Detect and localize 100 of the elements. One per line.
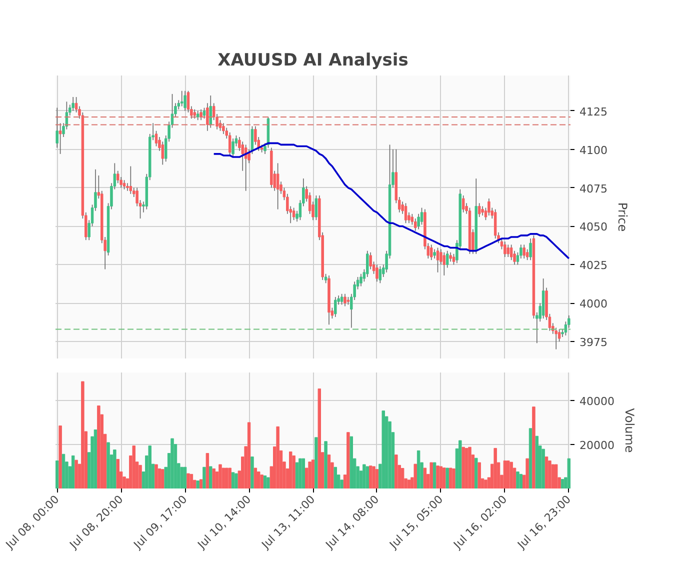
- bar: [199, 479, 203, 488]
- chart-title: XAUUSD AI Analysis: [218, 50, 408, 70]
- y-tick-label: 4100: [580, 144, 608, 157]
- bar: [170, 438, 174, 488]
- bar: [148, 446, 152, 488]
- bar: [289, 451, 292, 488]
- bar: [432, 462, 436, 488]
- bar: [254, 468, 258, 488]
- bar: [302, 458, 306, 488]
- bar: [516, 472, 520, 488]
- bar: [161, 469, 164, 488]
- bar: [478, 462, 481, 488]
- bar: [58, 426, 62, 488]
- bar: [400, 468, 404, 488]
- bar: [138, 464, 142, 488]
- candlestick: [276, 162, 280, 210]
- bar: [519, 474, 523, 488]
- candlestick: [488, 198, 490, 216]
- bar: [442, 468, 446, 488]
- bar: [81, 381, 84, 488]
- candlestick: [344, 294, 346, 307]
- candlestick: [202, 107, 206, 119]
- y-tick-label: 4050: [580, 220, 608, 234]
- bar: [535, 436, 539, 488]
- candlestick: [510, 244, 513, 260]
- candlestick: [360, 274, 362, 287]
- candlestick: [522, 244, 526, 259]
- y-tick-label: 40000: [580, 394, 614, 408]
- bar: [225, 468, 228, 488]
- bar: [62, 454, 66, 488]
- candlestick: [206, 102, 209, 132]
- bar: [346, 432, 350, 488]
- bar: [554, 464, 558, 488]
- bar: [106, 442, 110, 488]
- bar: [298, 458, 302, 488]
- bar: [212, 468, 216, 488]
- bar: [560, 479, 564, 488]
- bar: [506, 460, 510, 488]
- bar: [462, 446, 465, 488]
- candlestick: [126, 182, 129, 192]
- candlestick: [122, 180, 126, 190]
- bar: [202, 466, 206, 488]
- candlestick: [378, 266, 382, 284]
- candlestick: [72, 96, 74, 112]
- bar: [532, 406, 536, 488]
- bar: [183, 466, 187, 488]
- bar: [218, 464, 222, 488]
- bar: [295, 462, 299, 488]
- candlestick: [292, 207, 296, 220]
- bar: [368, 466, 372, 488]
- bar: [234, 473, 238, 488]
- bar: [372, 466, 376, 488]
- bar: [113, 450, 116, 488]
- bar: [71, 455, 75, 488]
- bar: [526, 458, 529, 488]
- candlestick: [529, 238, 532, 260]
- bar: [180, 466, 184, 488]
- bar: [458, 440, 462, 488]
- candlestick: [184, 90, 186, 112]
- candlestick: [200, 108, 202, 121]
- y-tick-label: 4125: [580, 105, 608, 118]
- bar: [423, 468, 427, 488]
- candlestick: [334, 296, 337, 318]
- y-tick-label: 4000: [580, 298, 608, 311]
- bar: [250, 456, 254, 488]
- candlestick: [196, 110, 200, 121]
- bar: [510, 462, 513, 488]
- candlestick: [366, 250, 369, 278]
- bar: [544, 456, 548, 488]
- candlestick: [193, 108, 196, 119]
- candlestick: [506, 244, 510, 258]
- bar: [206, 453, 210, 488]
- bar: [375, 469, 379, 488]
- bar: [394, 454, 398, 488]
- candlestick: [526, 248, 529, 260]
- bar: [436, 466, 440, 488]
- bar: [314, 437, 318, 488]
- candlestick: [442, 252, 446, 276]
- y-tick-label: 4025: [580, 259, 608, 272]
- candlestick: [314, 195, 318, 220]
- bar: [97, 405, 100, 488]
- bar: [452, 468, 456, 488]
- candlestick: [433, 248, 436, 259]
- bar: [260, 474, 264, 488]
- bar: [334, 466, 337, 488]
- bar: [414, 464, 417, 488]
- candlestick: [554, 327, 558, 350]
- candlestick: [404, 202, 408, 224]
- bar: [528, 428, 532, 488]
- bar: [263, 475, 267, 488]
- candlestick: [369, 252, 372, 270]
- candlestick: [420, 207, 424, 226]
- bar: [362, 464, 366, 488]
- bar: [350, 436, 353, 488]
- bar: [292, 455, 296, 488]
- bar: [311, 460, 315, 488]
- bar: [430, 462, 433, 488]
- bar: [74, 460, 78, 488]
- bar: [116, 458, 120, 488]
- candlestick: [481, 206, 484, 216]
